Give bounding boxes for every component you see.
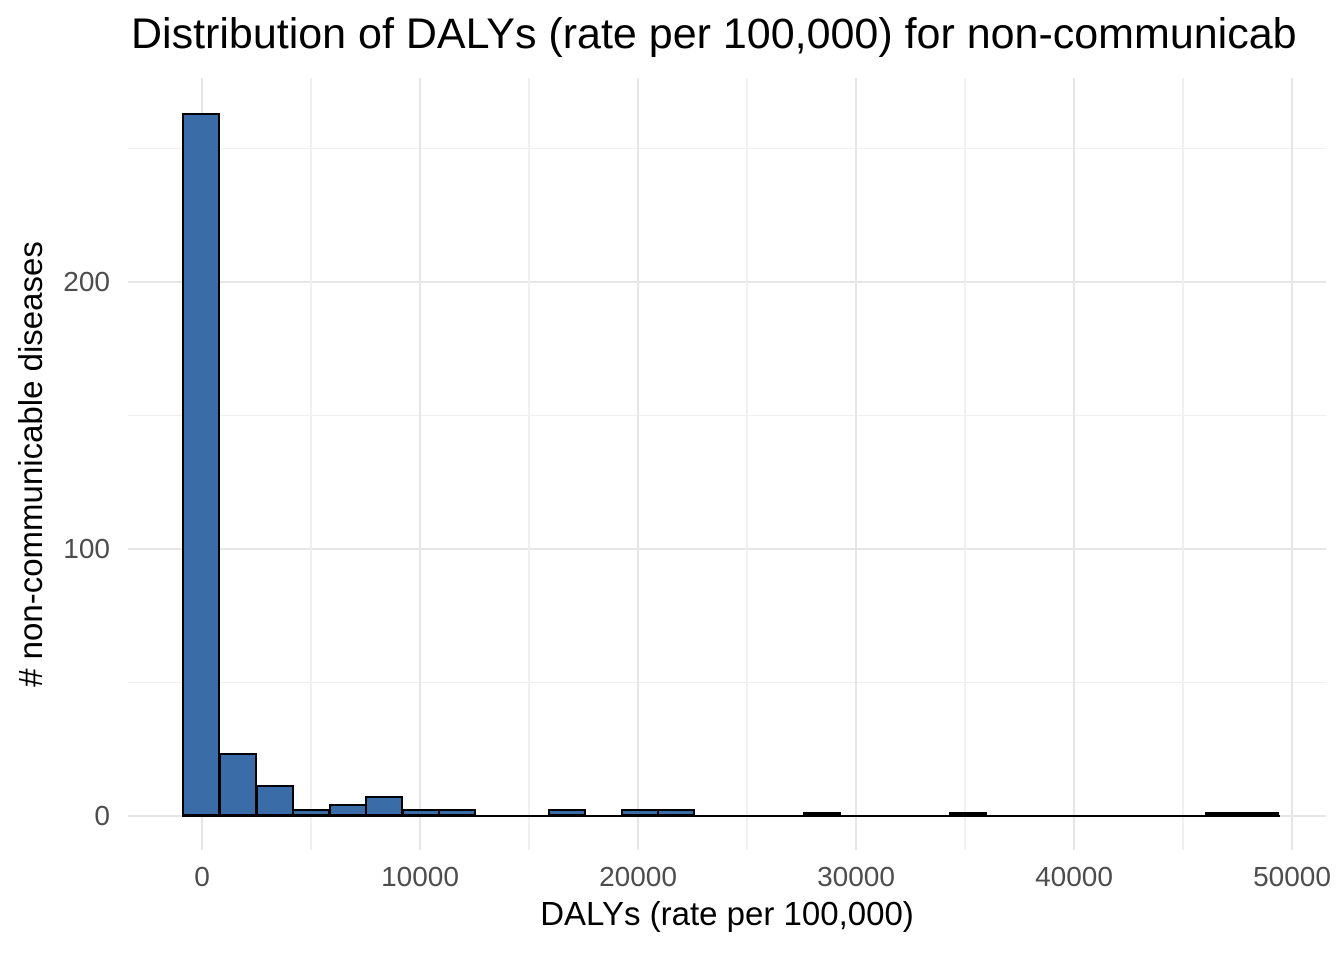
x-minor-gridline: [1182, 78, 1184, 850]
x-minor-gridline: [964, 78, 966, 850]
x-major-gridline: [636, 78, 640, 850]
histogram-bar: [255, 785, 294, 817]
y-axis-title: # non-communicable diseases: [12, 241, 49, 687]
y-major-gridline: [128, 280, 1326, 284]
histogram-bar: [657, 809, 696, 817]
x-tick-label: 50000: [1253, 861, 1331, 892]
histogram-bar: [949, 812, 988, 817]
x-major-gridline: [418, 78, 422, 850]
histogram-bar: [328, 804, 367, 817]
x-tick-label: 0: [194, 861, 210, 892]
x-tick-label: 10000: [381, 861, 459, 892]
histogram-bar: [401, 809, 440, 817]
histogram-bar: [182, 112, 221, 817]
x-major-gridline: [1290, 78, 1294, 850]
x-major-gridline: [1072, 78, 1076, 850]
histogram-bar: [1241, 812, 1280, 817]
x-tick-label: 20000: [599, 861, 677, 892]
chart-title: Distribution of DALYs (rate per 100,000)…: [131, 10, 1297, 58]
x-major-gridline: [854, 78, 858, 850]
x-minor-gridline: [746, 78, 748, 850]
x-minor-gridline: [310, 78, 312, 850]
histogram-bar: [365, 796, 404, 817]
histogram-bar: [620, 809, 659, 817]
y-minor-gridline: [128, 147, 1326, 150]
histogram-bar: [803, 812, 842, 817]
histogram-bar: [1204, 812, 1243, 817]
histogram-bar: [547, 809, 586, 817]
x-tick-label: 30000: [817, 861, 895, 892]
y-minor-gridline: [128, 681, 1326, 684]
histogram-baseline: [182, 814, 1281, 818]
y-tick-label: 0: [94, 800, 110, 831]
y-major-gridline: [128, 547, 1326, 551]
histogram-bar: [292, 809, 331, 817]
x-minor-gridline: [528, 78, 530, 850]
x-axis-title: DALYs (rate per 100,000): [540, 895, 914, 932]
histogram-bar: [219, 753, 257, 817]
y-tick-label: 100: [63, 533, 110, 564]
y-minor-gridline: [128, 414, 1326, 417]
y-tick-label: 200: [63, 266, 110, 297]
histogram-bar: [438, 809, 477, 817]
x-tick-label: 40000: [1035, 861, 1113, 892]
